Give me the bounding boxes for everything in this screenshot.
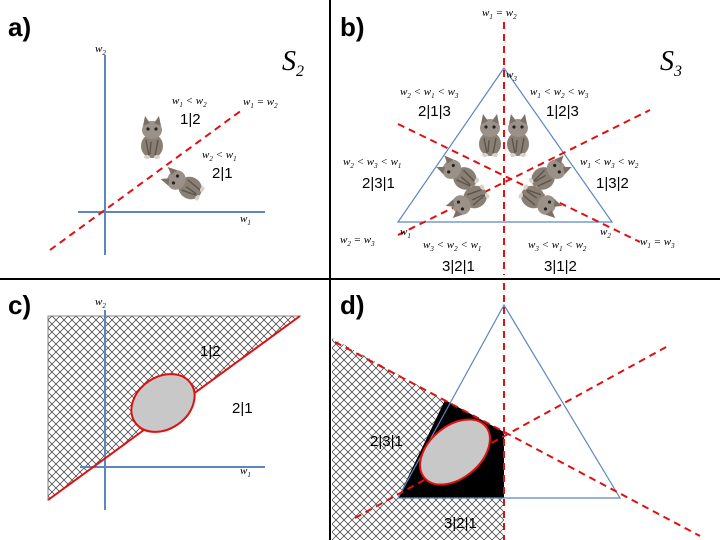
perm-1-3-2: 1|3|2 [596,175,629,192]
panel-b-space-label: S3 [660,46,682,80]
vertex-w2: w2 [600,226,611,240]
perm-3-2-1-d: 3|2|1 [444,515,477,532]
w2-axis-label-c: w2 [95,296,106,310]
perm-2-1: 2|1 [212,165,233,182]
eq-w1-w2: w1 = w2 [482,7,517,21]
panel-a-space-label: S2 [282,46,304,80]
panel-b-label: b) [340,12,365,42]
perm-1-2-c: 1|2 [200,343,221,360]
w2-axis-label: w2 [95,43,106,57]
perm-2-3-1: 2|3|1 [362,175,395,192]
perm-3-1-2: 3|1|2 [544,258,577,275]
diagonal-w1-eq-w2 [49,109,243,251]
kitten-icon [158,162,208,205]
kitten-icon [140,115,164,160]
simplex-triangle-d [396,303,622,499]
cond-w2-w3-w1: w2 < w3 < w1 [343,156,401,170]
panel-a: a) S2 w2 w1 w1 = w2 w1 < w2 1|2 w2 < w1 … [8,12,304,255]
panel-c-label: c) [8,290,31,320]
perm-2-1-c: 2|1 [232,400,253,417]
cond-w1-w3-w2: w1 < w3 < w2 [580,156,639,170]
cond-w2-w1-w3: w2 < w1 < w3 [400,86,459,100]
perm-1-2: 1|2 [180,111,201,128]
vertex-w3: w3 [506,69,517,83]
line-w2-eq-w3 [397,109,651,236]
panel-d-label: d) [340,290,365,320]
w1-axis-label: w1 [240,213,251,227]
cond-w2-lt-w1: w2 < w1 [202,149,237,163]
eq-w2-w3: w2 = w3 [340,234,375,248]
perm-1-2-3: 1|2|3 [546,103,579,120]
vertex-w1: w1 [400,226,411,240]
kitten-icon [478,113,502,158]
kitten-icon [506,113,530,158]
perm-2-3-1-d: 2|3|1 [370,433,403,450]
simplex-triangle-b [396,66,614,223]
panel-d: d) 2|3|1 3|2|1 [332,283,701,540]
line-w1-eq-w3 [397,123,641,243]
panel-c: c) w2 w1 1|2 2|1 [8,290,302,510]
line-d-falling [334,341,701,537]
perm-3-2-1: 3|2|1 [442,258,475,275]
eq-w1-w3: w1 = w3 [640,236,675,250]
panel-a-label: a) [8,12,31,42]
shaded-ellipse-d [419,418,491,486]
eq-label-a: w1 = w2 [243,96,278,110]
shaded-ellipse-c [130,373,196,433]
cond-w3-w1-w2: w3 < w1 < w2 [528,239,587,253]
cond-w1-w2-w3: w1 < w2 < w3 [530,86,589,100]
w1-axis-label-c: w1 [240,465,251,479]
hatched-region-d [332,338,504,540]
cond-w1-lt-w2: w1 < w2 [172,95,207,109]
panel-b: b) S3 w1 = w2 w2 = w3 w1 = w3 w3 w1 w2 w… [340,7,682,275]
cond-w3-w2-w1: w3 < w2 < w1 [423,239,481,253]
perm-2-1-3: 2|1|3 [418,103,451,120]
